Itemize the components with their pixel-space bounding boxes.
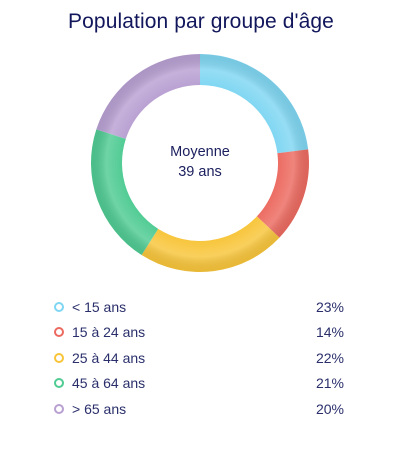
- legend-label: 25 à 44 ans: [72, 349, 146, 366]
- legend-row: 45 à 64 ans 21%: [52, 371, 348, 397]
- legend-value: 21%: [315, 375, 344, 392]
- legend-value: 20%: [315, 400, 344, 417]
- legend-marker: [54, 301, 64, 312]
- legend-label: > 65 ans: [72, 400, 127, 417]
- donut-center-label: Moyenne 39 ans: [91, 142, 309, 182]
- legend-row: < 15 ans 23%: [52, 294, 348, 320]
- legend-label: 45 à 64 ans: [72, 375, 146, 392]
- center-label-line-1: Moyenne: [170, 144, 230, 160]
- donut-chart: Moyenne 39 ans: [90, 54, 309, 272]
- legend-row: 25 à 44 ans 22%: [52, 345, 348, 371]
- legend-value: 22%: [315, 349, 344, 366]
- donut-svg: [90, 54, 309, 272]
- legend-label: < 15 ans: [72, 298, 127, 315]
- legend-marker: [54, 403, 64, 414]
- legend-row: > 65 ans 20%: [52, 396, 348, 422]
- legend-marker: [54, 352, 64, 363]
- legend-marker: [54, 327, 64, 338]
- chart-title: Population par groupe d'âge: [68, 10, 334, 33]
- legend-value: 23%: [315, 298, 344, 315]
- legend-value: 14%: [315, 324, 344, 341]
- legend: < 15 ans 23% 15 à 24 ans 14% 25 à 44 ans…: [52, 294, 348, 422]
- legend-row: 15 à 24 ans 14%: [52, 320, 348, 346]
- center-label-line-2: 39 ans: [178, 164, 222, 180]
- legend-label: 15 à 24 ans: [72, 324, 146, 341]
- legend-marker: [54, 378, 64, 389]
